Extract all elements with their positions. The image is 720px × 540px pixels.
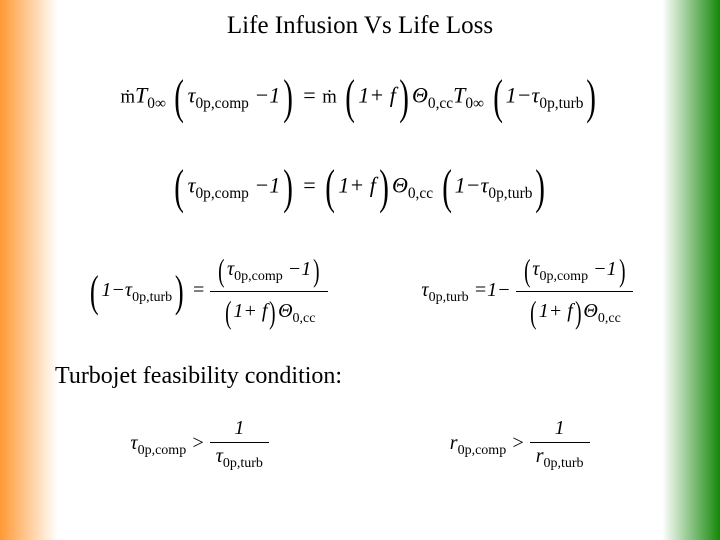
equation-5: τ0p,comp > 1 τ0p,turb (130, 415, 269, 474)
equation-34-row: (1−τ0p,turb) = (τ0p,comp −1) (1+ f)Θ0,cc… (40, 250, 680, 333)
equation-1-row: ṁT0∞ (τ0p,comp −1) = ṁ (1+ f)Θ0,ccT0∞ (1… (40, 70, 680, 125)
equation-4: τ0p,turb =1− (τ0p,comp −1) (1+ f)Θ0,cc (421, 250, 633, 333)
equation-3: (1−τ0p,turb) = (τ0p,comp −1) (1+ f)Θ0,cc (87, 250, 328, 333)
slide-title: Life Infusion Vs Life Loss (40, 12, 680, 40)
equation-2-row: (τ0p,comp −1) = (1+ f)Θ0,cc (1−τ0p,turb) (40, 160, 680, 215)
equation-56-row: τ0p,comp > 1 τ0p,turb r0p,comp > 1 r0p,t… (40, 415, 680, 474)
equation-2: (τ0p,comp −1) = (1+ f)Θ0,cc (1−τ0p,turb) (171, 160, 548, 215)
mdot-right: ṁ (322, 87, 337, 108)
subtitle: Turbojet feasibility condition: (55, 363, 680, 390)
mdot-left: ṁ (120, 87, 135, 108)
equation-6: r0p,comp > 1 r0p,turb (450, 415, 590, 474)
equation-1: ṁT0∞ (τ0p,comp −1) = ṁ (1+ f)Θ0,ccT0∞ (1… (120, 70, 599, 125)
